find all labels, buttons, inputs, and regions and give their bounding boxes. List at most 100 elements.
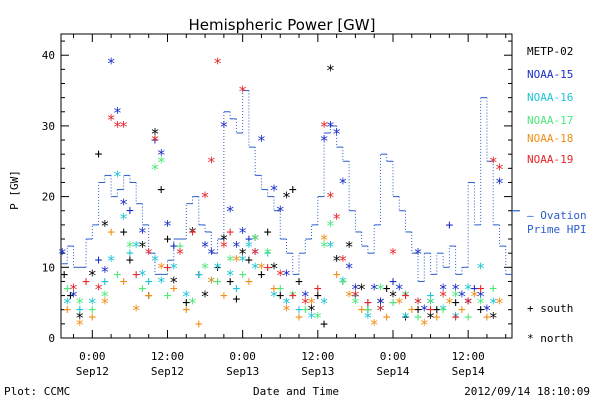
- north-point: *: [439, 281, 448, 299]
- north-point: *: [213, 54, 222, 72]
- north-point: *: [326, 217, 335, 235]
- south-point: +: [295, 303, 303, 318]
- north-point: *: [301, 288, 310, 306]
- north-point: *: [107, 111, 116, 129]
- north-point: *: [238, 224, 247, 242]
- north-point: *: [100, 295, 109, 313]
- y-tick-label: 20: [42, 191, 55, 204]
- south-point: +: [63, 282, 71, 297]
- north-point: *: [320, 132, 329, 150]
- north-point: *: [138, 224, 147, 242]
- south-point: +: [414, 310, 422, 325]
- south-point: +: [339, 274, 347, 289]
- south-point: +: [220, 289, 228, 304]
- south-point: +: [95, 253, 103, 268]
- north-point: *: [395, 295, 404, 313]
- south-point: +: [427, 303, 435, 318]
- north-point: *: [207, 273, 216, 291]
- south-point: +: [452, 296, 460, 311]
- south-point: +: [439, 303, 447, 318]
- north-point: *: [307, 309, 316, 327]
- north-point: *: [58, 245, 67, 263]
- north-point: *: [307, 302, 316, 320]
- north-point: *: [414, 295, 423, 313]
- south-point: +: [101, 274, 109, 289]
- north-point: *: [489, 309, 498, 327]
- north-point: *: [238, 245, 247, 263]
- south-point: +: [113, 267, 121, 282]
- south-point: +: [464, 310, 472, 325]
- south-point: +: [164, 260, 172, 275]
- north-point: *: [338, 273, 347, 291]
- south-point: +: [195, 267, 203, 282]
- north-point: *: [282, 302, 291, 320]
- north-point: *: [495, 174, 504, 192]
- north-point: *: [439, 302, 448, 320]
- south-point: +: [339, 274, 347, 289]
- legend-ovation-line2: Prime HPI: [527, 223, 587, 236]
- north-point: *: [363, 309, 372, 327]
- south-point: +: [226, 225, 234, 240]
- plot-frame: [60, 33, 513, 339]
- plot-credit: Plot: CCMC: [4, 385, 70, 398]
- south-point: +: [358, 303, 366, 318]
- south-point: +: [126, 204, 134, 219]
- south-point: +: [289, 289, 297, 304]
- north-point: *: [113, 104, 122, 122]
- south-point: +: [389, 296, 397, 311]
- north-point: *: [376, 295, 385, 313]
- north-point: *: [326, 61, 335, 79]
- south-point: +: [226, 274, 234, 289]
- y-axis-label: P [GW]: [8, 170, 21, 210]
- north-point: *: [157, 153, 166, 171]
- north-point: *: [370, 281, 379, 299]
- south-point: +: [145, 289, 153, 304]
- north-point: *: [401, 309, 410, 327]
- x-tick-label-time: 0:00: [79, 350, 106, 363]
- north-point: *: [401, 288, 410, 306]
- north-point: *: [489, 295, 498, 313]
- north-point: *: [201, 288, 210, 306]
- north-point: *: [232, 252, 241, 270]
- north-point: *: [464, 295, 473, 313]
- north-point: *: [401, 288, 410, 306]
- north-point: *: [301, 295, 310, 313]
- legend-ovation-line1: — Ovation: [527, 209, 587, 222]
- north-point: *: [420, 316, 429, 334]
- north-point: *: [201, 238, 210, 256]
- north-point: *: [132, 238, 141, 256]
- north-point: *: [188, 224, 197, 242]
- south-point: +: [214, 260, 222, 275]
- north-point: *: [495, 295, 504, 313]
- north-point: *: [119, 118, 128, 136]
- north-point: *: [464, 281, 473, 299]
- north-point: *: [269, 182, 278, 200]
- y-tick-label: 30: [42, 120, 55, 133]
- south-point: +: [364, 296, 372, 311]
- north-point: *: [113, 118, 122, 136]
- south-point: +: [195, 317, 203, 332]
- south-point: +: [489, 282, 497, 297]
- south-point: +: [471, 282, 479, 297]
- south-point: +: [182, 296, 190, 311]
- south-point: +: [258, 267, 266, 282]
- south-point: +: [88, 303, 96, 318]
- north-point: *: [163, 217, 172, 235]
- north-point: *: [182, 288, 191, 306]
- north-point: *: [357, 281, 366, 299]
- north-point: *: [489, 153, 498, 171]
- north-point: *: [332, 210, 341, 228]
- north-point: *: [426, 295, 435, 313]
- north-point: *: [439, 288, 448, 306]
- north-point: *: [457, 288, 466, 306]
- south-point: +: [132, 267, 140, 282]
- south-point: +: [239, 267, 247, 282]
- north-point: *: [150, 160, 159, 178]
- north-point: *: [326, 189, 335, 207]
- north-point: *: [276, 266, 285, 284]
- north-point: *: [257, 132, 266, 150]
- north-point: *: [107, 54, 116, 72]
- legend-north: * north: [527, 332, 573, 345]
- south-point: +: [66, 289, 74, 304]
- north-point: *: [495, 160, 504, 178]
